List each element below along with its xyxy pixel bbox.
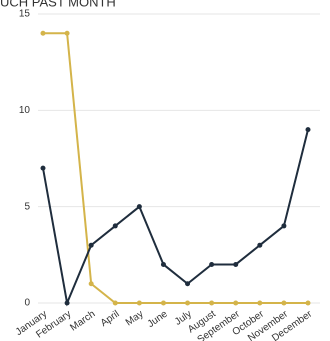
data-point — [209, 261, 215, 267]
y-tick-label: 15 — [19, 9, 31, 20]
data-point — [185, 300, 191, 306]
data-point — [209, 300, 215, 306]
data-point — [112, 223, 118, 229]
data-point — [257, 300, 263, 306]
data-point — [88, 281, 94, 287]
data-point — [136, 204, 142, 210]
data-point — [160, 261, 166, 267]
series-line — [43, 32, 308, 304]
y-tick-label: 0 — [24, 298, 30, 309]
data-point — [40, 165, 46, 171]
data-point — [257, 242, 263, 248]
data-point — [281, 223, 287, 229]
data-point — [305, 300, 311, 306]
x-tick-label: June — [146, 308, 170, 330]
data-point — [281, 300, 287, 306]
data-point — [233, 261, 239, 267]
data-point — [160, 300, 166, 306]
data-point — [40, 30, 46, 36]
data-point — [112, 300, 118, 306]
data-point — [64, 30, 70, 36]
series-line — [42, 129, 309, 307]
chart-title: UCH PAST MONTH — [0, 0, 116, 9]
data-point — [64, 300, 70, 306]
y-tick-label: 5 — [24, 201, 30, 212]
y-tick-label: 10 — [19, 105, 31, 116]
data-point — [305, 127, 311, 133]
x-tick-label: April — [99, 309, 122, 329]
data-point — [88, 242, 94, 248]
data-point — [185, 281, 191, 287]
x-tick-label: May — [124, 309, 146, 329]
x-tick-label: March — [68, 309, 97, 334]
data-point — [136, 300, 142, 306]
data-point — [233, 300, 239, 306]
